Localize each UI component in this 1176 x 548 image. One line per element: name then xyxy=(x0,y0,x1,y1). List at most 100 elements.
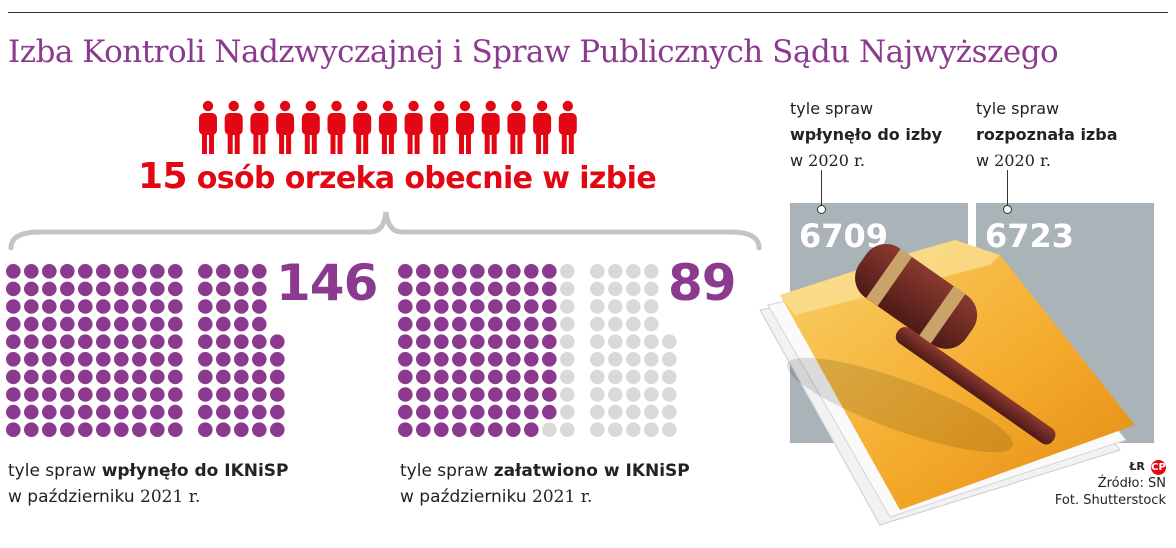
judge-person-icon xyxy=(481,100,500,154)
case-dot-filled xyxy=(60,422,75,437)
case-dot-filled xyxy=(488,422,503,437)
case-dot-empty xyxy=(644,387,659,402)
case-dot-filled xyxy=(488,387,503,402)
case-dot-empty xyxy=(608,334,623,349)
case-dot-filled xyxy=(416,404,431,420)
case-dot-empty xyxy=(626,387,641,402)
case-dot-filled xyxy=(216,281,231,297)
case-dot-filled xyxy=(24,334,39,349)
case-dot-filled xyxy=(150,404,165,420)
case-dot-empty xyxy=(608,299,623,314)
case-dot-filled xyxy=(168,369,183,385)
case-dot-filled xyxy=(452,316,467,332)
case-dot-filled xyxy=(434,316,449,332)
case-dot-filled xyxy=(216,299,231,314)
case-dot-filled xyxy=(42,404,57,420)
case-dot-filled xyxy=(132,264,147,279)
case-dot-filled xyxy=(434,299,449,314)
case-dot-filled xyxy=(114,334,129,349)
case-dot-filled xyxy=(252,369,267,385)
case-dot-filled xyxy=(6,404,21,420)
case-dot-filled xyxy=(150,422,165,437)
case-dot-empty xyxy=(560,299,575,314)
case-dot-filled xyxy=(96,352,111,367)
case-dot-filled xyxy=(60,334,75,349)
case-dot-filled xyxy=(168,316,183,332)
case-dot-filled xyxy=(216,316,231,332)
judge-person-icon xyxy=(507,100,526,154)
case-dot-filled xyxy=(398,422,413,437)
case-dot-filled xyxy=(6,369,21,385)
case-dot-filled xyxy=(42,299,57,314)
case-dot-empty xyxy=(644,422,659,437)
case-dot-empty xyxy=(560,369,575,385)
case-dot-filled xyxy=(60,387,75,402)
case-dot-empty xyxy=(662,334,677,349)
case-dot-filled xyxy=(506,352,521,367)
cp-logo: CP xyxy=(1151,460,1166,475)
case-dot-filled xyxy=(132,316,147,332)
received-caption-bold: wpłynęło do IKNiSP xyxy=(101,461,289,481)
case-dot-filled xyxy=(78,369,93,385)
pointer-line-received xyxy=(821,170,822,208)
case-dot-filled xyxy=(42,316,57,332)
case-dot-empty xyxy=(608,352,623,367)
case-dot-filled xyxy=(198,352,213,367)
case-dot-filled xyxy=(96,299,111,314)
case-dot-filled xyxy=(6,352,21,367)
case-dot-filled xyxy=(506,422,521,437)
case-dot-filled xyxy=(150,387,165,402)
case-dot-empty xyxy=(626,281,641,297)
case-dot-filled xyxy=(24,387,39,402)
case-dot-filled xyxy=(114,422,129,437)
case-dot-filled xyxy=(42,352,57,367)
case-dot-filled xyxy=(234,264,249,279)
case-dot-filled xyxy=(78,264,93,279)
case-dot-filled xyxy=(234,387,249,402)
case-dot-filled xyxy=(270,352,285,367)
case-dot-filled xyxy=(96,334,111,349)
case-dot-empty xyxy=(644,352,659,367)
case-dot-filled xyxy=(198,264,213,279)
case-dot-filled xyxy=(198,316,213,332)
case-dot-filled xyxy=(24,352,39,367)
case-dot-filled xyxy=(452,369,467,385)
case-dot-filled xyxy=(114,404,129,420)
resolved-caption: tyle spraw załatwiono w IKNiSP w paździe… xyxy=(400,461,690,507)
case-dot-filled xyxy=(542,316,557,332)
case-dot-filled xyxy=(452,352,467,367)
case-dot-empty xyxy=(662,422,677,437)
case-dot-filled xyxy=(24,299,39,314)
case-dot-filled xyxy=(470,387,485,402)
case-dot-filled xyxy=(524,387,539,402)
case-dot-filled xyxy=(114,281,129,297)
case-dot-filled xyxy=(488,281,503,297)
case-dot-filled xyxy=(416,352,431,367)
resolved-caption-bold: załatwiono w IKNiSP xyxy=(493,461,690,481)
case-dot-empty xyxy=(608,264,623,279)
case-dot-filled xyxy=(60,369,75,385)
case-dot-filled xyxy=(398,299,413,314)
case-dot-filled xyxy=(452,264,467,279)
case-dot-filled xyxy=(168,334,183,349)
case-dot-empty xyxy=(590,264,605,279)
case-dot-filled xyxy=(398,352,413,367)
case-dot-empty xyxy=(608,404,623,420)
case-dot-filled xyxy=(416,299,431,314)
case-dot-filled xyxy=(60,404,75,420)
case-dot-filled xyxy=(216,352,231,367)
case-dot-filled xyxy=(132,299,147,314)
case-dot-filled xyxy=(24,316,39,332)
case-dot-filled xyxy=(416,264,431,279)
case-dot-filled xyxy=(524,352,539,367)
case-dot-filled xyxy=(234,281,249,297)
case-dot-filled xyxy=(252,387,267,402)
case-dot-filled xyxy=(198,334,213,349)
case-dot-filled xyxy=(198,281,213,297)
case-dot-filled xyxy=(542,334,557,349)
case-dot-empty xyxy=(560,316,575,332)
case-dot-filled xyxy=(434,369,449,385)
case-dot-filled xyxy=(132,334,147,349)
case-dot-filled xyxy=(114,369,129,385)
photo-credit: Fot. Shutterstock xyxy=(1054,493,1166,508)
